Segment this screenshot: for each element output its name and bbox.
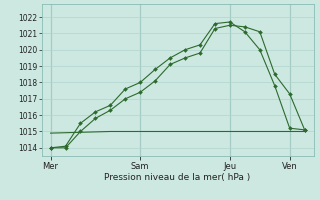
X-axis label: Pression niveau de la mer( hPa ): Pression niveau de la mer( hPa ) xyxy=(104,173,251,182)
